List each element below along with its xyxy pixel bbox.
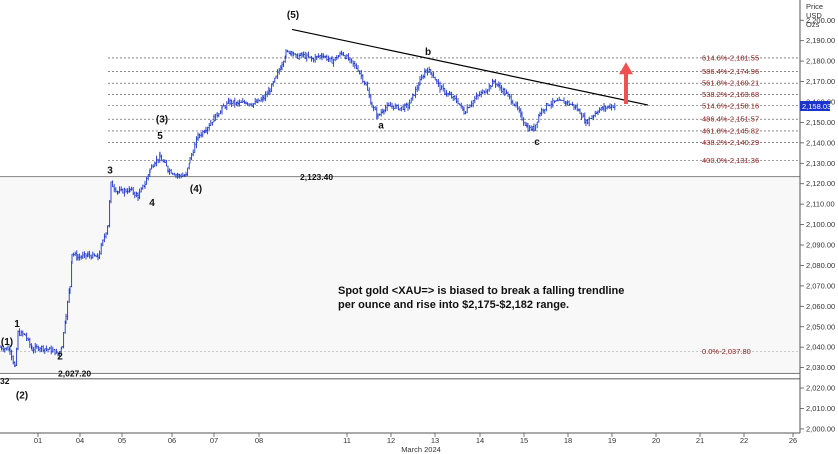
- falling-trendline: [291, 28, 649, 106]
- fib-label: 614.6%-2,181.55: [702, 53, 759, 62]
- annotation-line-1: Spot gold <XAU=> is biased to break a fa…: [338, 285, 624, 297]
- fib-label: 486.4%-2,151.57: [702, 115, 759, 124]
- fib-label: 0.0%-2,037.80: [702, 347, 751, 356]
- y-axis-panel: [800, 0, 838, 454]
- y-tick-label: 2,000.00: [806, 424, 835, 433]
- arrow-head: [619, 62, 633, 75]
- y-tick-label: 2,140.00: [806, 138, 835, 147]
- last-price-tag: [800, 101, 830, 112]
- wave-label: (4): [190, 184, 202, 195]
- support-label: 32: [0, 376, 10, 386]
- y-tick-label: 2,060.00: [806, 302, 835, 311]
- x-tick-label: 19: [608, 436, 616, 445]
- fib-label: 514.6%-2,158.16: [702, 101, 759, 110]
- annotation-line-2: per ounce and rise into $2,175-$2,182 ra…: [338, 299, 569, 311]
- x-axis-panel: [0, 433, 800, 454]
- y-tick-label: 2,030.00: [806, 363, 835, 372]
- y-tick-label: 2,200.00: [806, 16, 835, 25]
- wave-label: (1): [1, 337, 13, 348]
- x-tick-label: 21: [696, 436, 704, 445]
- y-tick-label: 2,170.00: [806, 77, 835, 86]
- fib-level-lines: [0, 57, 800, 352]
- y-tick-label: 2,130.00: [806, 159, 835, 168]
- wave-label: b: [425, 47, 431, 58]
- wave-label: (5): [287, 10, 299, 21]
- x-tick-label: 13: [431, 436, 439, 445]
- y-tick-label: 2,100.00: [806, 220, 835, 229]
- x-tick-label: 06: [168, 436, 176, 445]
- y-tick-label: 2,190.00: [806, 36, 835, 45]
- wave-label: 1: [14, 319, 20, 330]
- wave-label: 2: [57, 351, 63, 362]
- y-tick-label: 2,050.00: [806, 322, 835, 331]
- up-arrow-icon: [619, 62, 633, 105]
- wave-label: 3: [107, 166, 113, 177]
- fib-label: 461.8%-2,145.82: [702, 126, 759, 135]
- x-tick-label: 04: [76, 436, 84, 445]
- y-tick-label: 2,010.00: [806, 404, 835, 413]
- wave-label: 4: [149, 198, 155, 209]
- x-tick-label: 20: [652, 436, 660, 445]
- fib-level-labels: 614.6%-2,181.55 586.4%-2,174.96 561.8%-2,1…: [702, 53, 759, 356]
- wave-label: 5: [157, 131, 163, 142]
- x-tick-label: 18: [564, 436, 572, 445]
- y-tick-label: 2,080.00: [806, 261, 835, 270]
- y-tick-label: 2,150.00: [806, 118, 835, 127]
- candles: [0, 49, 616, 367]
- y-tick-label: 2,070.00: [806, 281, 835, 290]
- wave-label: (3): [156, 114, 168, 125]
- support-lines: [0, 176, 800, 380]
- fib-label: 586.4%-2,174.96: [702, 67, 759, 76]
- wave-label: (2): [16, 390, 28, 401]
- y-tick-label: 2,120.00: [806, 179, 835, 188]
- x-tick-label: 26: [789, 436, 797, 445]
- wave-label: c: [534, 137, 540, 148]
- wave-labels: (1)1 2 (2) 3 4 (3) 5 (4) (5) a b c: [1, 10, 540, 401]
- fib-label: 538.2%-2,163.68: [702, 90, 759, 99]
- wave-label: a: [378, 121, 384, 132]
- x-tick-label: 22: [740, 436, 748, 445]
- last-price-label: 2,158.03: [802, 102, 831, 111]
- x-tick-label: 07: [210, 436, 218, 445]
- support-label: 2,123.40: [300, 172, 333, 182]
- range-box: [0, 176, 800, 374]
- fib-label: 400.0%-2,131.36: [702, 156, 759, 165]
- trendline: [291, 28, 649, 106]
- x-tick-label: 15: [520, 436, 528, 445]
- y-axis-title: USD: [806, 11, 822, 20]
- x-tick-label: 12: [387, 436, 395, 445]
- y-axis-title: Ozs: [806, 20, 820, 29]
- x-tick-label: 08: [255, 436, 263, 445]
- x-tick-label: 14: [476, 436, 484, 445]
- x-tick-label: 05: [118, 436, 126, 445]
- y-tick-label: 2,180.00: [806, 57, 835, 66]
- x-month-label: March 2024: [401, 445, 441, 454]
- y-tick-label: 2,020.00: [806, 384, 835, 393]
- x-tick-label: 01: [34, 436, 42, 445]
- support-labels: 2,123.40 2,027.20 32: [0, 172, 333, 386]
- fib-label: 561.8%-2,169.21: [702, 79, 759, 88]
- y-tick-label: 2,040.00: [806, 343, 835, 352]
- fib-label: 438.2%-2,140.29: [702, 138, 759, 147]
- y-tick-label: 2,110.00: [806, 200, 835, 209]
- y-axis-title: Price: [806, 2, 823, 11]
- support-label: 2,027.20: [58, 368, 91, 378]
- y-tick-label: 2,090.00: [806, 241, 835, 250]
- x-tick-label: 11: [343, 436, 351, 445]
